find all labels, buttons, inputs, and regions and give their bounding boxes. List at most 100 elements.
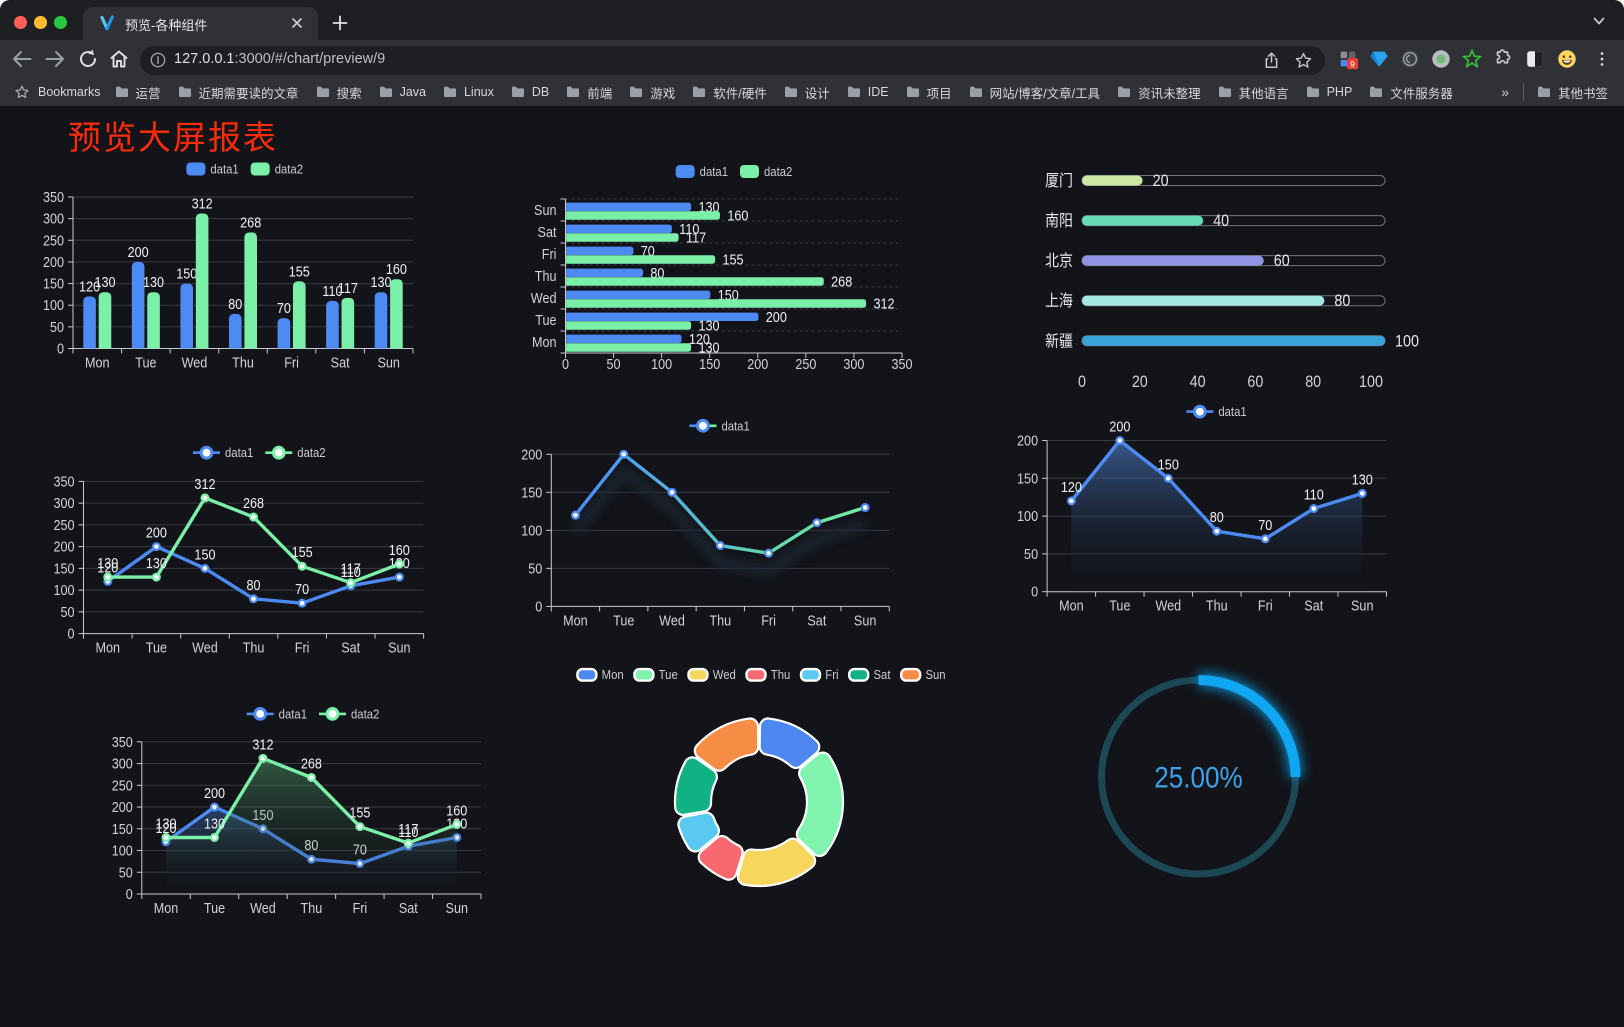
extension-record-circle-icon[interactable] <box>1430 48 1454 72</box>
folder-icon <box>1218 86 1231 97</box>
bar <box>180 283 194 349</box>
chart-area-two-series[interactable]: 0 50 100 150 200 250 300 350 Mon Tue Wed Thu Fri Sat S… <box>85 690 545 925</box>
icon-shape <box>1347 58 1359 70</box>
bar <box>566 312 759 321</box>
chart-text: 150 <box>43 277 64 293</box>
chart-bar-vertical[interactable]: 0 50 100 150 200 250 300 350 Mon Tue Wed Thu Fri Sat S… <box>28 150 475 380</box>
macos-minimize-button[interactable] <box>34 16 47 29</box>
bookmarks-overflow-chevron[interactable]: » <box>1501 84 1509 100</box>
bookmark-folder-item[interactable]: PHP <box>1305 84 1352 100</box>
icon <box>1558 50 1576 68</box>
extension-green-star-icon[interactable] <box>1461 48 1485 72</box>
chart-group: data1 <box>1186 404 1247 419</box>
tab-close-button[interactable] <box>288 14 306 32</box>
new-tab-button[interactable] <box>330 13 350 33</box>
chart-path <box>571 463 867 576</box>
chart-group: 0 50 100 150 200 250 300 350 Mon Tue Wed Thu Fri Sat S… <box>53 445 425 657</box>
chart-text: 200 <box>112 800 133 816</box>
bookmark-folder-item[interactable]: 设计 <box>783 83 830 102</box>
other-bookmarks-label: 其他书签 <box>1557 86 1608 101</box>
bookmark-folder-item[interactable]: 项目 <box>905 83 952 102</box>
chart-text: 100 <box>112 844 133 860</box>
gauge-arc <box>1198 675 1301 778</box>
extension-grid-icon[interactable]: 9 <box>1337 48 1361 72</box>
chart-text: Fri <box>825 667 838 682</box>
bookmark-folder-item[interactable]: 游戏 <box>628 83 675 102</box>
site-info-icon[interactable] <box>150 52 166 68</box>
bookmarks-star-icon[interactable] <box>14 84 30 100</box>
icon-shape <box>443 86 456 97</box>
chart-text: Wed <box>182 356 208 372</box>
chart-text: 0 <box>562 357 569 373</box>
chart-donut[interactable]: Mon Tue Wed Thu Fri Sat Sun <box>555 655 975 905</box>
home-button[interactable] <box>107 47 131 71</box>
extension-emoji-icon[interactable] <box>1556 48 1580 72</box>
chart-text: 200 <box>53 540 74 556</box>
icon-shape <box>1370 51 1379 67</box>
bookmark-folder-item[interactable]: Java <box>378 84 426 100</box>
chart-progress-bars[interactable]: 厦门 20 南阳 40 北京 60 上海 80 新疆 100 0 20 40 60 80 100 <box>1020 150 1480 400</box>
forward-button[interactable] <box>43 47 67 71</box>
browser-menu-kebab-icon[interactable] <box>1592 48 1610 72</box>
data-point <box>151 542 161 552</box>
address-bar[interactable]: 127.0.0.1:3000/#/chart/preview/9 <box>140 45 1325 75</box>
extensions-puzzle-icon[interactable] <box>1492 48 1516 72</box>
chart-text: Thu <box>232 356 254 372</box>
chart-rect <box>848 667 870 682</box>
data-point <box>249 512 259 522</box>
share-icon[interactable] <box>1262 51 1281 70</box>
bookmark-label: 软件/硬件 <box>713 86 767 101</box>
chart-area-single[interactable]: 0 50 100 150 200 Mon Tue Wed Thu Fri Sat Sun 120 200 1… <box>1000 395 1455 622</box>
bookmark-folder-item[interactable]: 资讯未整理 <box>1116 83 1201 102</box>
chart-rect <box>1082 295 1325 306</box>
folder-icon <box>630 86 643 97</box>
chart-text: 0 <box>126 887 133 903</box>
bookmark-folder-item[interactable]: 近期需要读的文章 <box>177 83 299 102</box>
chart-text: Mon <box>563 613 588 629</box>
bookmark-folder-item[interactable]: IDE <box>846 84 889 100</box>
bar <box>390 279 403 349</box>
back-button[interactable] <box>10 47 34 71</box>
icon-shape <box>1558 50 1576 68</box>
chart-text: 130 <box>698 341 719 357</box>
tab-search-chevron-icon[interactable] <box>1592 14 1606 28</box>
bookmark-label: 前端 <box>587 86 613 101</box>
bookmark-folder-item[interactable]: 其他语言 <box>1217 83 1289 102</box>
chart-text: 130 <box>1352 472 1373 488</box>
chart-text: 160 <box>446 803 467 819</box>
chart-gauge-progress[interactable]: 25.00% <box>1080 655 1330 900</box>
data-point <box>452 819 462 829</box>
bookmark-folder-item[interactable]: Linux <box>442 84 494 100</box>
folder-icon <box>1118 86 1131 97</box>
extension-diamond-icon[interactable] <box>1368 48 1392 72</box>
macos-zoom-button[interactable] <box>54 16 67 29</box>
bookmark-folder-item[interactable]: 软件/硬件 <box>691 83 767 102</box>
chart-text: 120 <box>155 821 176 837</box>
macos-close-button[interactable] <box>14 16 27 29</box>
icon <box>110 50 128 68</box>
bookmark-star-icon[interactable] <box>1294 51 1313 70</box>
chart-rect <box>1082 335 1385 346</box>
bookmark-label: 项目 <box>926 86 952 101</box>
bookmark-folder-item[interactable]: 网站/博客/文章/工具 <box>968 83 1100 102</box>
chart-line-gradient[interactable]: 0 50 100 150 200 Mon Tue Wed Thu Fri Sat Sun data1 <box>520 400 960 635</box>
bookmarks-label[interactable]: Bookmarks <box>38 85 101 99</box>
bookmark-folder-item[interactable]: 文件服务器 <box>1368 83 1453 102</box>
bookmark-folder-item[interactable]: 搜索 <box>315 83 362 102</box>
extension-contrast-icon[interactable] <box>1524 48 1548 72</box>
browser-tab[interactable]: 预览-各种组件 <box>83 7 318 40</box>
icon-shape <box>1593 17 1605 25</box>
reload-button[interactable] <box>76 47 100 71</box>
other-bookmarks-folder[interactable]: 其他书签 <box>1536 83 1608 102</box>
bookmark-folder-item[interactable]: 前端 <box>565 83 612 102</box>
chart-text: 40 <box>1213 212 1229 230</box>
icon <box>80 49 96 67</box>
icon: 9 <box>1340 51 1359 70</box>
bookmark-folder-item[interactable]: 运营 <box>114 83 161 102</box>
chart-line-two-series[interactable]: 0 50 100 150 200 250 300 350 Mon Tue Wed Thu Fri Sat S… <box>28 430 505 662</box>
chart-text: 200 <box>1109 420 1130 436</box>
bookmark-folder-item[interactable]: DB <box>510 84 549 100</box>
chart-group: Mon Tue Wed Thu Fri Sat Sun <box>576 667 946 682</box>
extension-dark-circle-icon[interactable] <box>1399 48 1423 72</box>
